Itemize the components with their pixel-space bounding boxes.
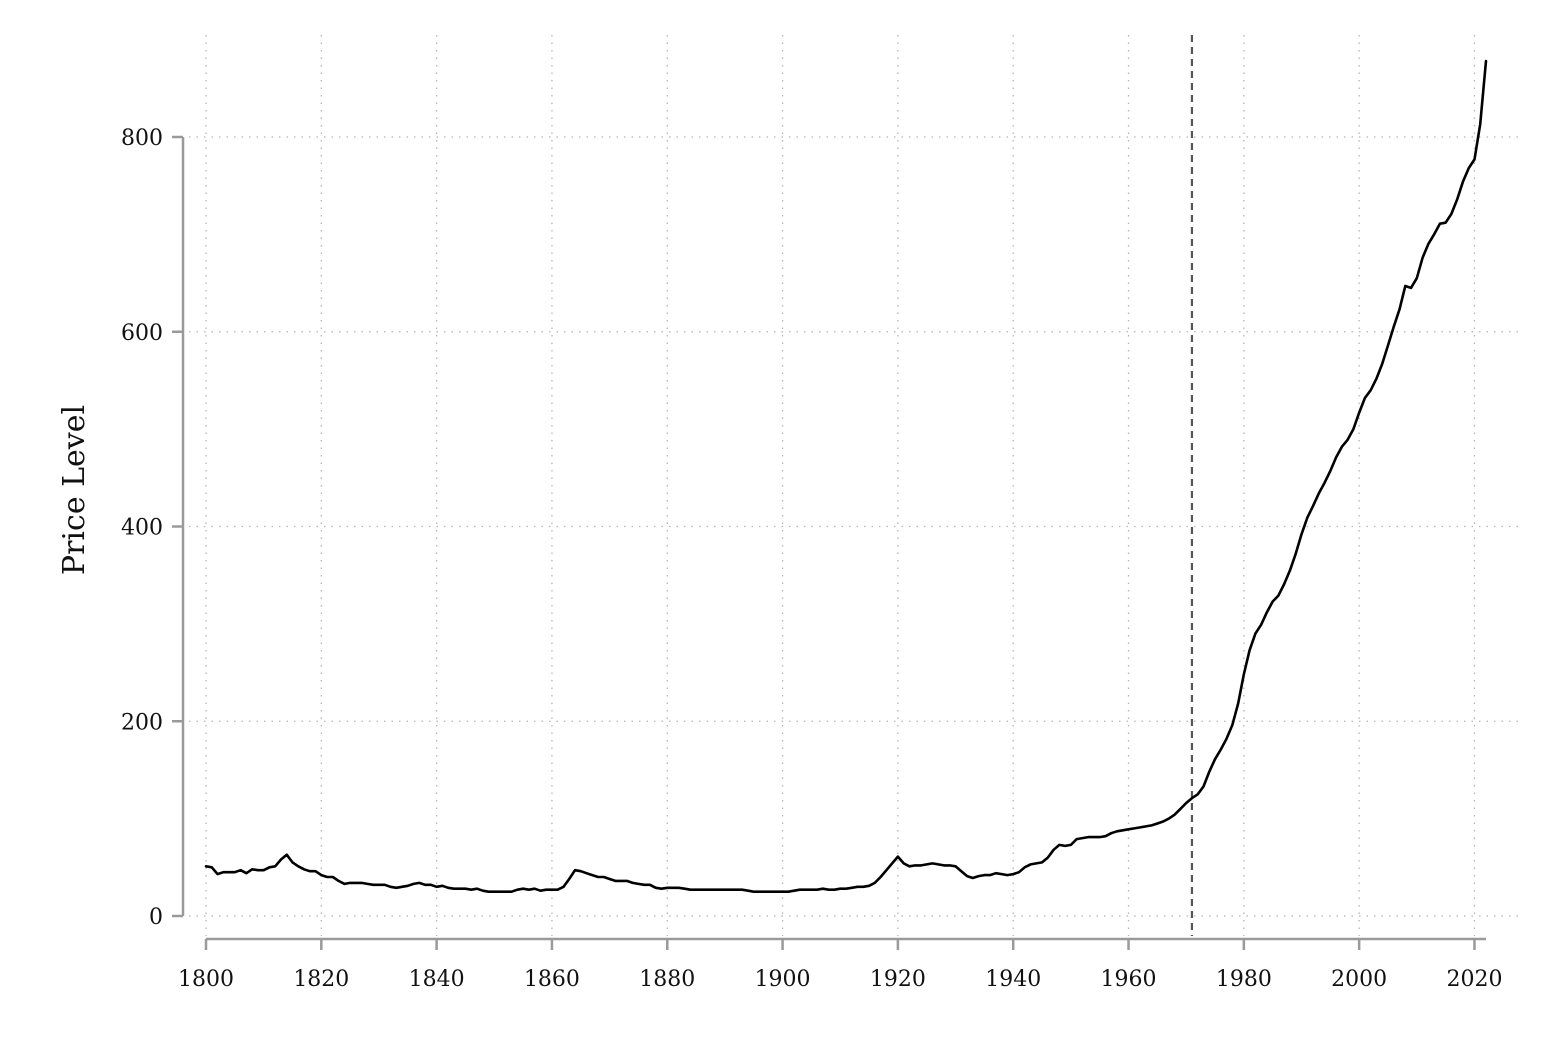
x-tick-label: 1820 [293,967,349,992]
x-tick-label: 2000 [1331,967,1387,992]
x-tick-label: 1980 [1216,967,1272,992]
y-axis-title: Price Level [57,405,92,575]
x-tick-label: 1920 [870,967,926,992]
y-tick-label: 600 [121,321,163,346]
y-tick-label: 400 [121,516,163,541]
y-tick-label: 0 [149,905,163,930]
series-layer [204,59,1488,894]
y-tick-label: 200 [121,710,163,735]
price-level-line [204,59,1488,894]
x-tick-label: 1840 [409,967,465,992]
x-tick-label: 1960 [1101,967,1157,992]
x-tick-label: 1860 [524,967,580,992]
x-tick-label: 1800 [178,967,234,992]
y-tick-label: 800 [121,126,163,151]
axes: 0 200 400 600 800 1800 1820 1840 1860 1880 1900 192… [121,126,1502,992]
grid-lines [189,35,1520,936]
x-tick-label: 1940 [985,967,1041,992]
x-tick-label: 1880 [639,967,695,992]
x-tick-label: 1900 [755,967,811,992]
x-tick-label: 2020 [1446,967,1502,992]
